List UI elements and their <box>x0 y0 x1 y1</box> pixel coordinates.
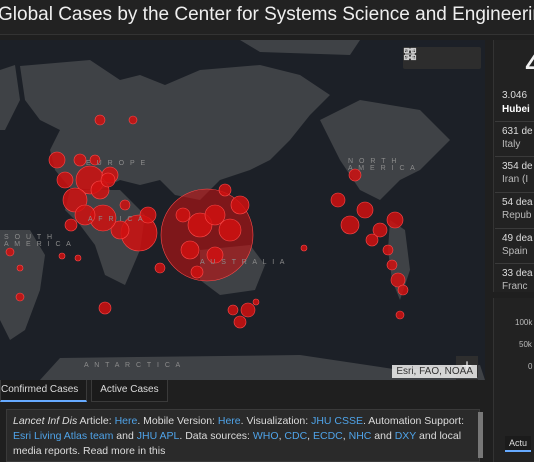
map-label-south-america: S O U T H A M E R I C A <box>4 234 73 248</box>
journal-name: Lancet Inf Dis <box>13 415 78 427</box>
info-text: . Visualization: <box>240 415 312 427</box>
info-text: and <box>113 430 137 442</box>
mobile-link[interactable]: Here <box>217 415 241 427</box>
zoom-out-button[interactable]: − <box>456 379 478 380</box>
ecdc-link[interactable]: ECDC <box>313 430 343 442</box>
y-tick-label: 50k <box>519 340 532 349</box>
map-label-antarctica: A N T A R C T I C A <box>84 362 183 369</box>
info-text: . Automation Support: <box>363 415 464 427</box>
list-item[interactable]: 54 dea Repub <box>495 192 534 222</box>
list-item[interactable]: 33 dea Franc <box>495 263 534 293</box>
page-title: Global Cases by the Center for Systems S… <box>0 4 534 25</box>
death-place: Spain <box>502 246 528 257</box>
list-icon[interactable] <box>405 49 449 65</box>
info-panel: Lancet Inf Dis Article: Here. Mobile Ver… <box>6 409 480 462</box>
nhc-link[interactable]: NHC <box>348 430 372 442</box>
esri-link[interactable]: Esri Living Atlas team <box>13 430 114 442</box>
cases-chart-panel <box>493 298 534 462</box>
death-count: 49 dea <box>502 233 533 244</box>
map-label-australia: A U S T R A L I A <box>200 259 287 266</box>
death-count: 631 de <box>502 126 533 137</box>
tab-confirmed-cases[interactable]: Confirmed Cases <box>0 380 88 402</box>
map-toolbar <box>403 47 481 69</box>
map-label-north-america: N O R T H A M E R I C A <box>348 158 417 172</box>
total-deaths-number: 4 <box>525 42 534 85</box>
death-place: Italy <box>502 139 521 150</box>
map-attribution: Esri, FAO, NOAA <box>392 365 477 378</box>
world-map[interactable]: E U R O P E A F R I C A S O U T H A M E … <box>0 40 485 380</box>
map-label-africa: A F R I C A <box>88 216 145 223</box>
cdc-link[interactable]: CDC <box>284 430 308 442</box>
info-text: . Data sources: <box>179 430 253 442</box>
death-count: 354 de <box>502 161 533 172</box>
article-link[interactable]: Here <box>114 415 138 427</box>
hubei-name: Hubei <box>502 104 530 115</box>
death-count: 54 dea <box>502 197 533 208</box>
info-scrollbar[interactable] <box>478 412 483 458</box>
map-canvas <box>0 40 485 380</box>
jhu-apl-link[interactable]: JHU APL <box>136 430 180 442</box>
jhu-csse-link[interactable]: JHU CSSE <box>311 415 364 427</box>
who-link[interactable]: WHO <box>252 430 279 442</box>
death-place: Franc <box>502 281 528 292</box>
info-text: . Mobile Version: <box>137 415 218 427</box>
qr-grid-icon[interactable] <box>403 47 475 65</box>
map-tabs: Confirmed Cases Active Cases <box>0 380 485 402</box>
hubei-count: 3.046 <box>502 90 528 101</box>
deaths-panel <box>493 40 534 292</box>
death-place: Iran (I <box>502 174 529 185</box>
tab-active-cases[interactable]: Active Cases <box>91 380 168 402</box>
info-text: Article: <box>77 415 115 427</box>
title-bar: Global Cases by the Center for Systems S… <box>0 0 534 35</box>
y-tick-label: 0 <box>528 362 533 371</box>
death-count: 33 dea <box>502 268 533 279</box>
map-label-europe: E U R O P E <box>86 160 148 167</box>
y-tick-label: 100k <box>515 318 533 327</box>
dxy-link[interactable]: DXY <box>394 430 417 442</box>
info-text: and local media reports. Read more in th… <box>13 430 462 457</box>
list-item[interactable]: 631 de Italy <box>495 121 534 151</box>
death-place: Repub <box>502 210 532 221</box>
tab-actual[interactable]: Actu <box>505 436 532 452</box>
list-item[interactable]: 354 de Iran (I <box>495 156 534 186</box>
list-item[interactable]: 49 dea Spain <box>495 228 534 258</box>
